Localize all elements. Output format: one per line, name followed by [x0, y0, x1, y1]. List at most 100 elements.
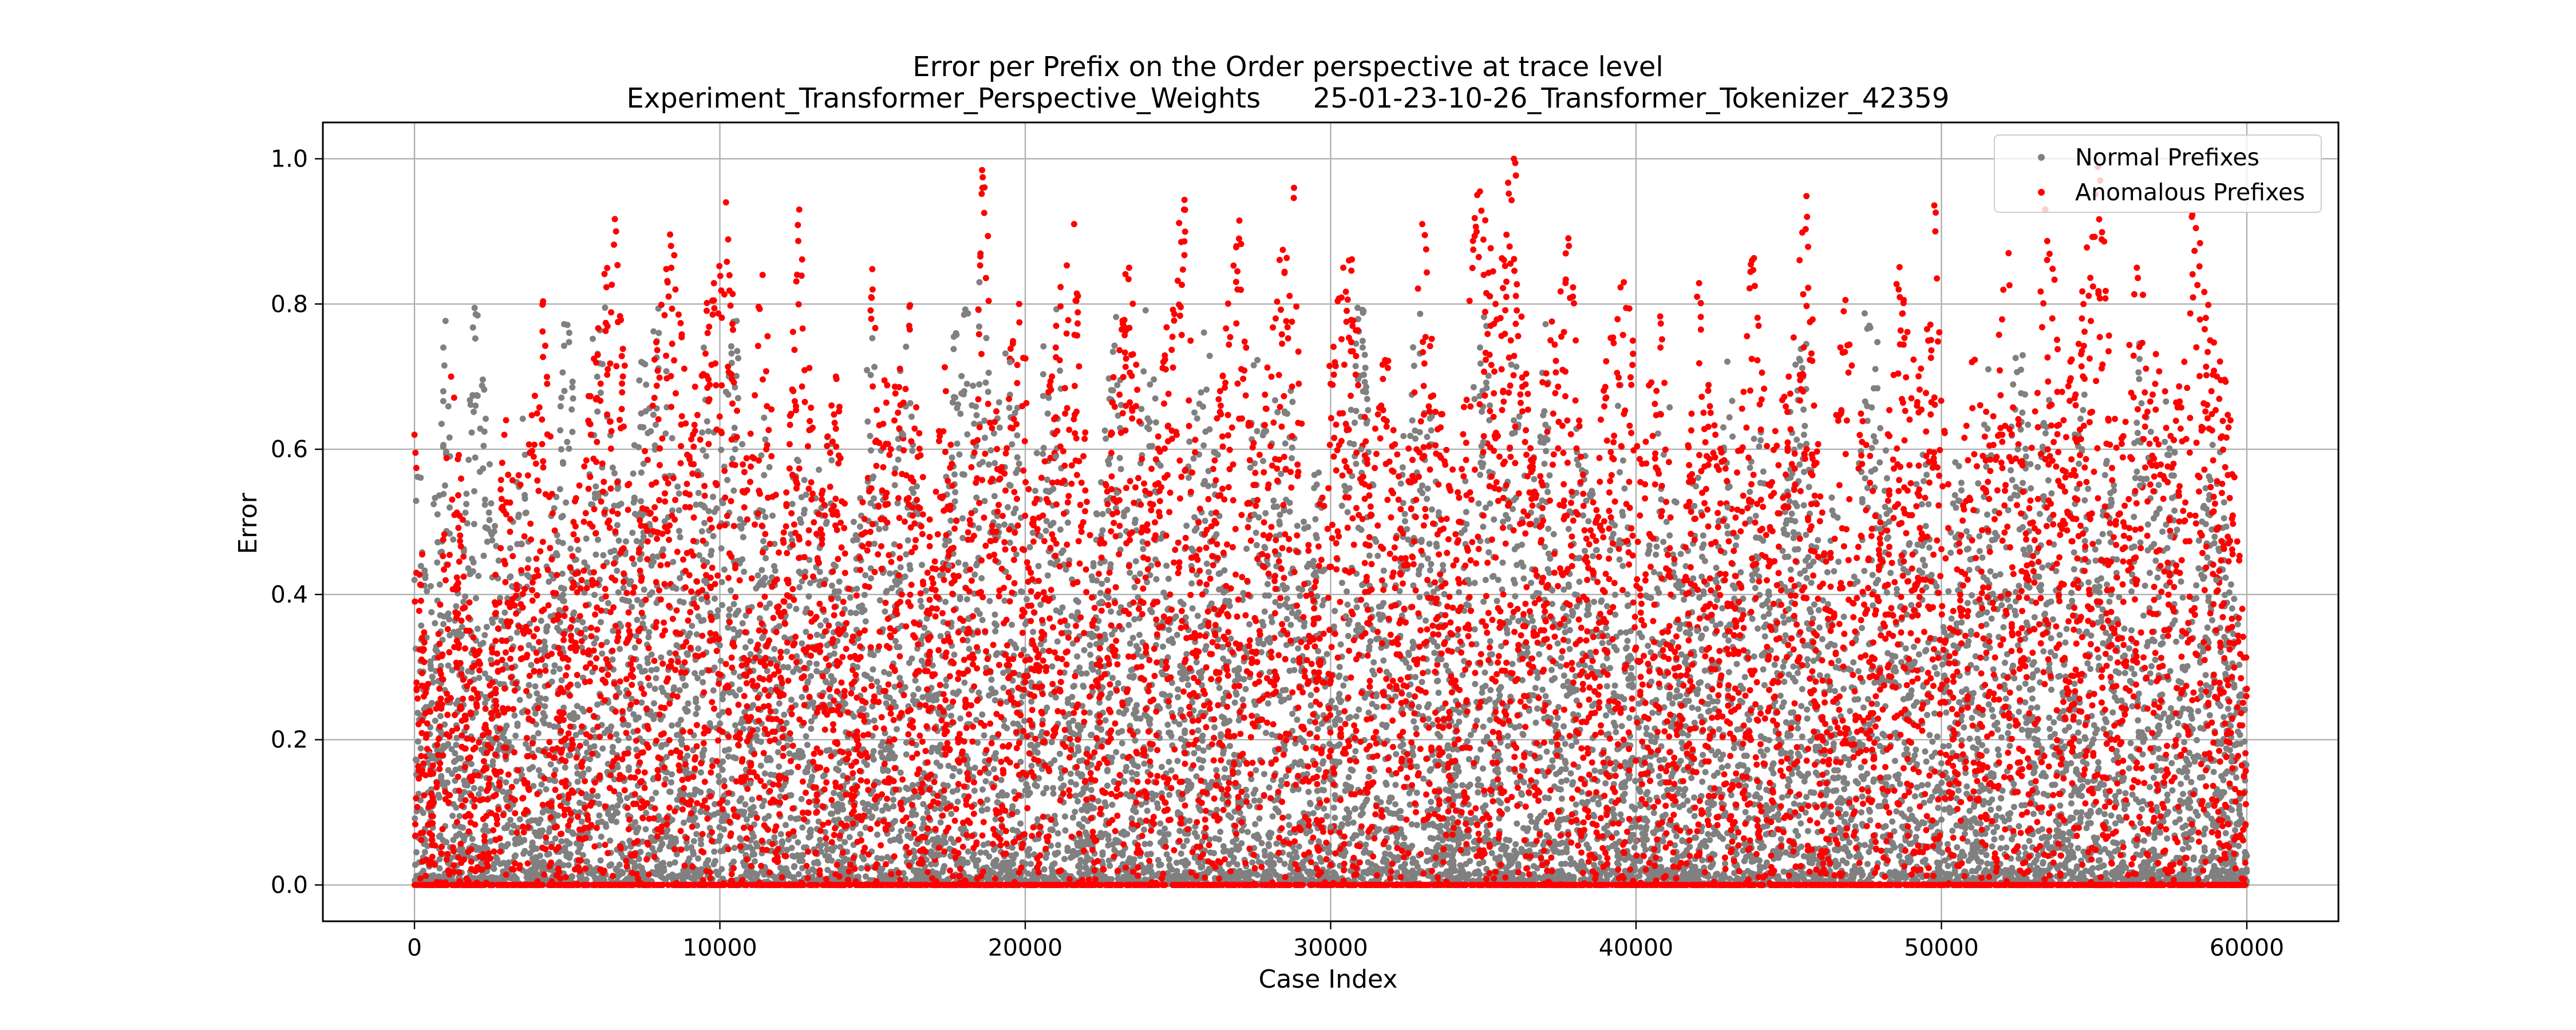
normal-prefix-point [514, 723, 521, 729]
normal-prefix-point [693, 711, 700, 718]
normal-prefix-point [1861, 568, 1868, 575]
normal-prefix-point [1966, 735, 1973, 742]
normal-prefix-point [721, 777, 728, 784]
normal-prefix-point [1186, 474, 1192, 481]
normal-prefix-point [2223, 745, 2230, 752]
normal-prefix-point [1994, 823, 2000, 830]
normal-prefix-point [1543, 447, 1550, 454]
normal-prefix-point [1589, 488, 1595, 494]
normal-prefix-point [1109, 801, 1116, 808]
normal-prefix-point [959, 515, 966, 522]
normal-prefix-point [729, 455, 736, 462]
normal-prefix-point [536, 767, 542, 774]
normal-prefix-point [1536, 651, 1543, 657]
normal-prefix-point [911, 854, 918, 861]
normal-prefix-point [631, 442, 638, 449]
normal-prefix-point [2164, 835, 2171, 842]
normal-prefix-point [1103, 435, 1109, 442]
normal-prefix-point [1249, 859, 1256, 866]
normal-prefix-point [711, 664, 718, 671]
normal-prefix-point [1287, 621, 1294, 628]
normal-prefix-point [1494, 597, 1500, 604]
normal-prefix-point [605, 600, 611, 607]
normal-prefix-point [1542, 693, 1549, 699]
normal-prefix-point [1923, 758, 1930, 765]
normal-prefix-point [1471, 580, 1478, 587]
normal-prefix-point [559, 369, 566, 376]
normal-prefix-point [1491, 744, 1498, 751]
normal-prefix-point [2048, 686, 2055, 693]
normal-prefix-point [876, 526, 883, 533]
normal-prefix-point [1417, 311, 1424, 317]
normal-prefix-point [1131, 584, 1138, 591]
normal-prefix-point [1563, 777, 1570, 784]
normal-prefix-point [920, 801, 927, 807]
normal-prefix-point [469, 324, 476, 331]
normal-prefix-point [1994, 746, 2001, 753]
normal-prefix-point [762, 436, 769, 443]
normal-prefix-point [1290, 657, 1297, 664]
normal-prefix-point [643, 381, 650, 388]
normal-prefix-point [1752, 585, 1759, 591]
normal-prefix-point [471, 521, 477, 528]
normal-prefix-point [1846, 762, 1852, 768]
normal-prefix-point [2038, 826, 2045, 833]
normal-prefix-point [1791, 800, 1797, 807]
normal-prefix-point [1405, 651, 1412, 658]
normal-prefix-point [919, 561, 925, 568]
normal-prefix-point [1726, 414, 1733, 421]
normal-prefix-point [615, 589, 622, 596]
normal-prefix-point [629, 695, 635, 702]
normal-prefix-point [1626, 715, 1633, 722]
normal-prefix-point [594, 793, 601, 799]
chart-title: Error per Prefix on the Order perspectiv… [912, 51, 1663, 83]
normal-prefix-point [1366, 552, 1373, 559]
normal-prefix-point [520, 850, 527, 857]
normal-prefix-point [1876, 743, 1883, 750]
normal-prefix-point [1313, 532, 1319, 538]
normal-prefix-point [1348, 766, 1354, 773]
normal-prefix-point [440, 442, 447, 449]
normal-prefix-point [2016, 823, 2022, 830]
normal-prefix-point [2108, 812, 2115, 819]
normal-prefix-point [1113, 748, 1120, 755]
normal-prefix-point [1057, 775, 1064, 782]
normal-prefix-point [951, 471, 958, 478]
normal-prefix-point [1026, 544, 1033, 550]
normal-prefix-point [1061, 855, 1068, 862]
normal-prefix-point [2077, 415, 2084, 422]
normal-prefix-point [1074, 798, 1081, 805]
normal-prefix-point [1044, 572, 1051, 579]
normal-prefix-point [1049, 663, 1056, 670]
normal-prefix-point [1367, 638, 1374, 645]
normal-prefix-point [1344, 601, 1351, 608]
normal-prefix-point [1560, 723, 1567, 730]
normal-prefix-point [1677, 550, 1684, 557]
normal-prefix-point [1996, 805, 2002, 812]
normal-prefix-point [1617, 811, 1624, 818]
normal-prefix-point [1239, 696, 1246, 703]
normal-prefix-point [1227, 743, 1233, 750]
normal-prefix-point [670, 686, 677, 693]
normal-prefix-point [1869, 572, 1876, 579]
normal-prefix-point [799, 824, 806, 831]
normal-prefix-point [776, 763, 783, 770]
normal-prefix-point [766, 464, 773, 470]
normal-prefix-point [1613, 830, 1620, 837]
normal-prefix-point [2134, 419, 2140, 426]
normal-prefix-point [771, 645, 778, 652]
normal-prefix-point [1307, 702, 1314, 709]
normal-prefix-point [910, 489, 917, 496]
normal-prefix-point [1095, 669, 1102, 675]
normal-prefix-point [898, 828, 904, 834]
normal-prefix-point [1866, 849, 1872, 855]
normal-prefix-point [2101, 472, 2108, 478]
normal-prefix-point [1203, 386, 1210, 393]
normal-prefix-point [1087, 651, 1094, 658]
normal-prefix-point [2099, 530, 2106, 537]
normal-prefix-point [747, 638, 754, 645]
normal-prefix-point [1475, 789, 1481, 796]
normal-prefix-point [1611, 592, 1618, 598]
normal-prefix-point [1456, 589, 1463, 596]
normal-prefix-point [2046, 726, 2053, 732]
